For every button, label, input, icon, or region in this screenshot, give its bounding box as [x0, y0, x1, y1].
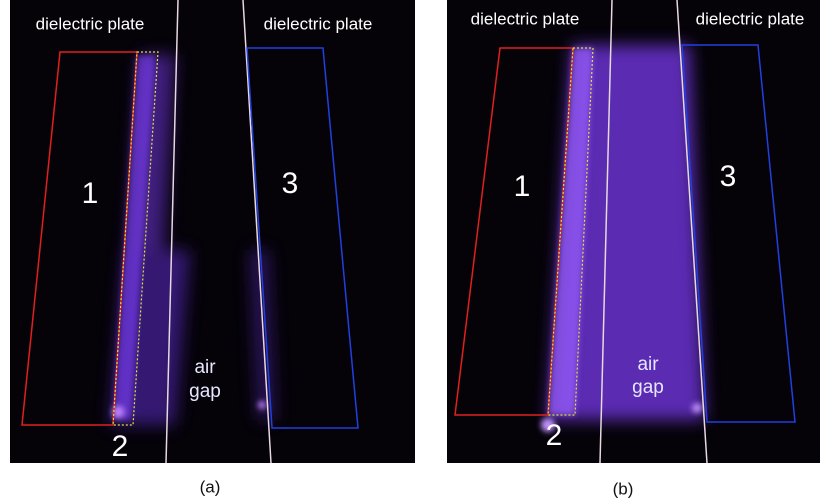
- plate-label: dielectric plate: [36, 14, 145, 33]
- region-label: 1: [514, 170, 531, 203]
- figure: dielectric plate dielectric plate 1 2 3 …: [0, 0, 820, 503]
- air-gap-label: air: [637, 354, 659, 375]
- air-gap-label: gap: [632, 377, 664, 398]
- region-label: 2: [112, 430, 129, 463]
- air-gap-label: air: [194, 357, 216, 378]
- caption: (b): [613, 479, 634, 498]
- plate-label: dielectric plate: [471, 9, 580, 28]
- region-label: 3: [282, 167, 299, 200]
- air-gap-label: gap: [189, 381, 221, 402]
- region-label: 3: [720, 160, 737, 193]
- region-label: 1: [82, 177, 99, 210]
- region-label: 2: [546, 419, 563, 452]
- plate-label: dielectric plate: [696, 9, 805, 28]
- caption: (a): [200, 477, 221, 496]
- panel-b: dielectric plate dielectric plate 1 2 3 …: [447, 0, 820, 498]
- plate-label: dielectric plate: [264, 14, 373, 33]
- panel-a: dielectric plate dielectric plate 1 2 3 …: [10, 0, 415, 496]
